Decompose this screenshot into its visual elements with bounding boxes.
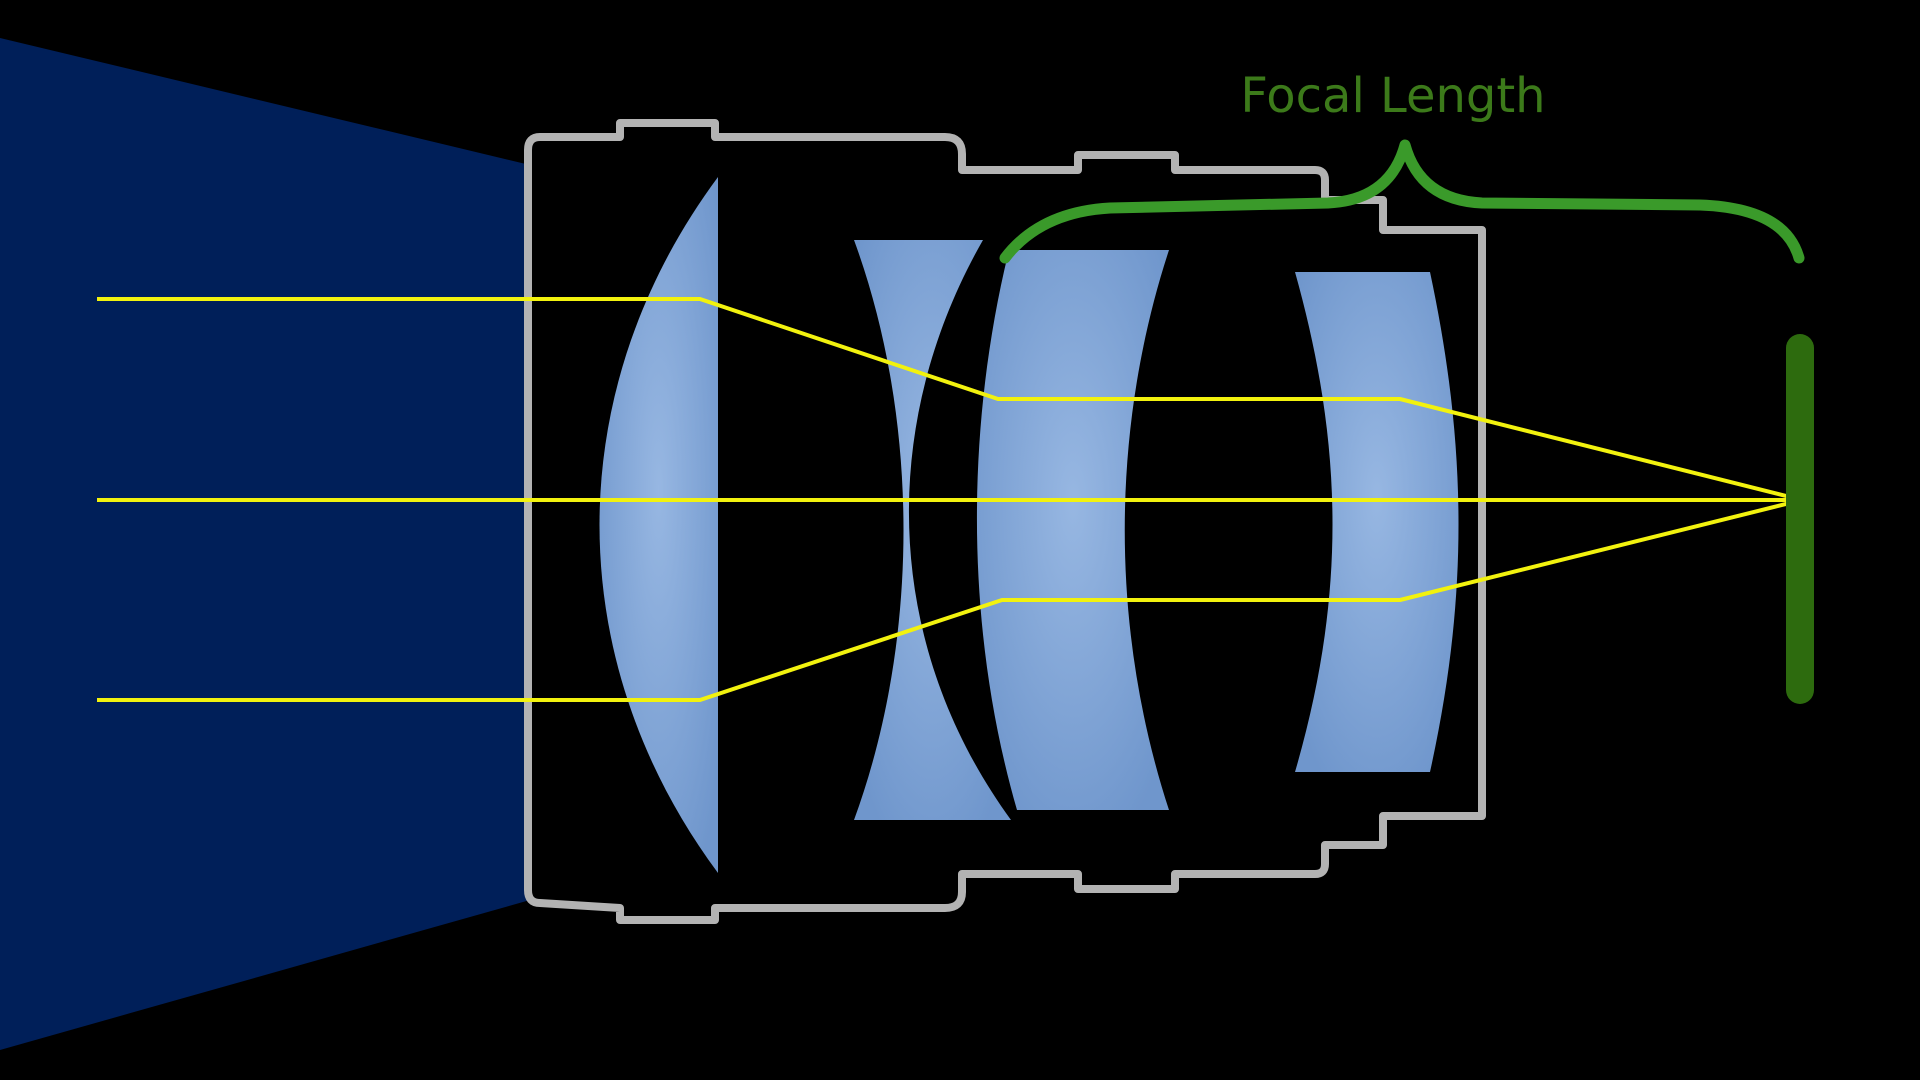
light-cone xyxy=(0,38,530,1050)
focal-length-bracket xyxy=(999,139,1805,264)
lens-housing xyxy=(524,119,1486,924)
light-ray-bottom xyxy=(97,498,1803,702)
light-ray-top xyxy=(97,297,1803,502)
focal-length-label: Focal Length xyxy=(1240,68,1545,124)
lens-element-3 xyxy=(976,250,1169,810)
lens-element-2 xyxy=(854,240,1011,820)
